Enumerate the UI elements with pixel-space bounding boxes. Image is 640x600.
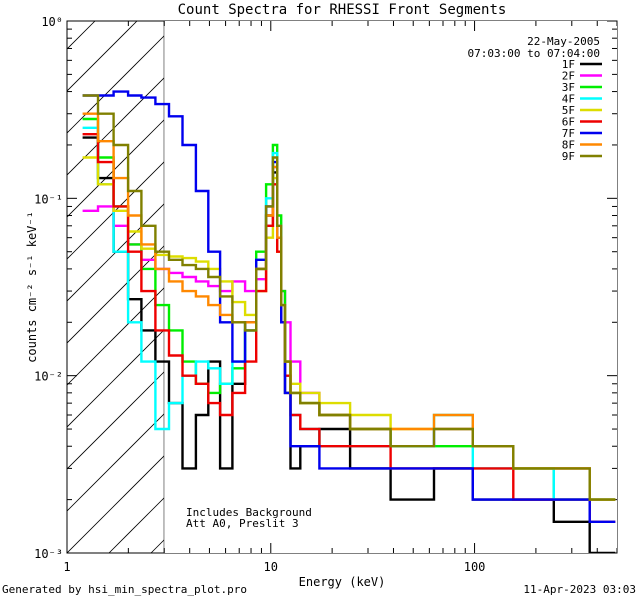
hatched-background-region [67,21,617,553]
legend-label: 2F [562,70,575,83]
legend-label: 7F [562,127,575,140]
axes: 1 10 100 10⁰ 10⁻¹ 10⁻² 10⁻³ [34,15,618,574]
x-axis-label: Energy (keV) [299,575,386,589]
legend-label: 6F [562,116,575,129]
legend-label: 3F [562,81,575,94]
y-tick-label: 10⁰ [41,15,63,29]
y-tick-label: 10⁻¹ [34,192,63,206]
hatch-line [67,21,138,92]
footer-timestamp: 11-Apr-2023 03:03 [523,583,636,596]
hatch-line [67,21,222,176]
x-tick-label: 1 [63,560,70,574]
date-label: 22-May-2005 [527,35,600,48]
hatch-line [67,21,180,134]
time-range-label: 07:03:00 to 07:04:00 [468,47,600,60]
legend-label: 9F [562,150,575,163]
series-layer [82,90,616,553]
y-tick-label: 10⁻² [34,370,63,384]
annotation-attenuator: Att A0, Preslit 3 [186,517,299,530]
x-tick-label: 10 [264,560,278,574]
legend-label: 8F [562,139,575,152]
series-6f [82,133,616,523]
series-7f [82,90,616,523]
legend-label: 1F [562,58,575,71]
chart-title: Count Spectra for RHESSI Front Segments [178,2,507,18]
legend-label: 4F [562,93,575,106]
legend-label: 5F [562,104,575,117]
y-axis-label: counts cm⁻² s⁻¹ keV⁻¹ [25,211,39,363]
series-9f [82,94,616,501]
y-tick-label: 10⁻³ [34,547,63,561]
footer-generated-by: Generated by hsi_min_spectra_plot.pro [2,583,248,596]
x-tick-label: 100 [464,560,486,574]
annotation-background: Includes Background [186,506,312,519]
